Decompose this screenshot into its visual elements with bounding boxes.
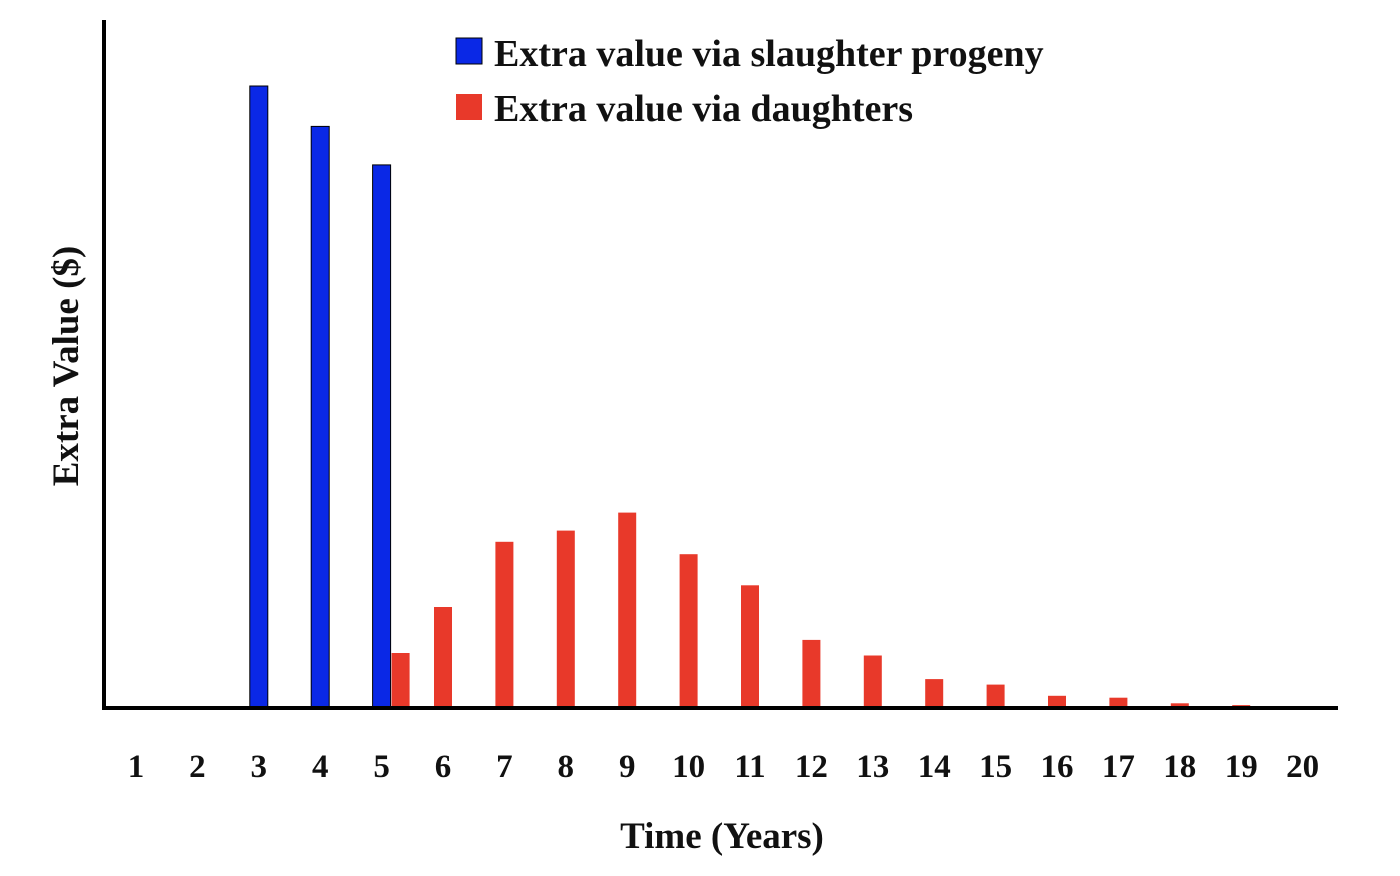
bar-slaughter-progeny-year-5 (372, 164, 392, 708)
x-tick-label-13: 13 (856, 749, 889, 785)
x-tick-label-20: 20 (1286, 749, 1319, 785)
x-tick-label-4: 4 (312, 749, 329, 785)
legend-item-daughters: Extra value via daughters (456, 88, 913, 130)
x-tick-label-12: 12 (795, 749, 828, 785)
x-tick-label-17: 17 (1102, 749, 1135, 785)
bar-daughters-year-15 (986, 684, 1005, 707)
bar-daughters-year-14 (925, 679, 944, 707)
bar-daughters-year-17 (1109, 697, 1128, 707)
x-tick-labels: 1 2 3 4 5 6 7 8 9 10 11 12 13 14 15 16 17 18 19 20 (128, 749, 1319, 785)
bars-layer (249, 85, 1251, 708)
bar-daughters-year-7 (495, 541, 514, 707)
x-tick-label-8: 8 (558, 749, 575, 785)
x-tick-label-9: 9 (619, 749, 636, 785)
bar-daughters-year-12 (802, 639, 821, 707)
bar-daughters-year-10 (679, 554, 698, 707)
x-tick-label-3: 3 (251, 749, 268, 785)
bar-slaughter-progeny-year-4 (310, 125, 330, 708)
legend-swatch-slaughter-progeny (455, 37, 483, 65)
bar-daughters-year-13 (863, 655, 882, 707)
x-tick-label-6: 6 (435, 749, 452, 785)
bar-daughters-year-11 (741, 585, 759, 707)
bar-daughters-year-5 (391, 653, 410, 707)
bar-daughters-year-8 (556, 530, 575, 707)
x-tick-label-19: 19 (1225, 749, 1258, 785)
legend-label-slaughter-progeny: Extra value via slaughter progeny (494, 33, 1044, 75)
bar-slaughter-progeny-year-3 (249, 85, 269, 708)
x-tick-label-7: 7 (496, 749, 513, 785)
bar-daughters-year-6 (434, 607, 452, 707)
x-tick-label-14: 14 (918, 749, 951, 785)
x-tick-label-16: 16 (1041, 749, 1074, 785)
x-axis-title: Time (Years) (620, 816, 824, 857)
x-tick-label-2: 2 (189, 749, 206, 785)
x-tick-label-18: 18 (1163, 749, 1196, 785)
legend-label-daughters: Extra value via daughters (494, 88, 913, 130)
y-axis-title: Extra Value ($) (46, 246, 87, 487)
bar-daughters-year-9 (618, 512, 637, 707)
bar-daughters-year-16 (1048, 695, 1066, 707)
legend-item-slaughter-progeny: Extra value via slaughter progeny (455, 33, 1044, 75)
x-tick-label-11: 11 (734, 749, 765, 785)
x-tick-label-15: 15 (979, 749, 1012, 785)
legend-swatch-daughters (456, 94, 482, 120)
legend: Extra value via slaughter progeny Extra … (455, 33, 1044, 130)
bar-daughters-year-18 (1170, 703, 1189, 707)
x-tick-label-10: 10 (672, 749, 705, 785)
x-tick-label-5: 5 (373, 749, 390, 785)
x-tick-label-1: 1 (128, 749, 145, 785)
